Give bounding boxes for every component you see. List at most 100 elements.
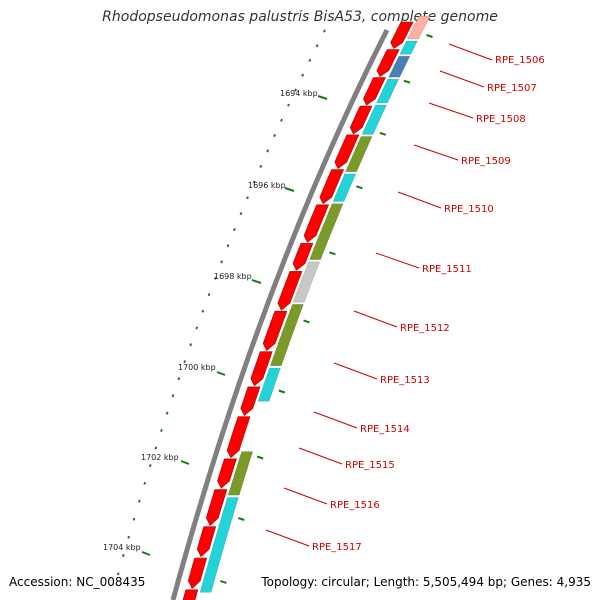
category-segment[interactable] [227, 451, 254, 496]
gene-label-rpe-1517[interactable]: RPE_1517 [265, 529, 362, 553]
gene-label-rpe-1508[interactable]: RPE_1508 [428, 102, 526, 125]
forward-gene[interactable] [262, 310, 288, 351]
gene-label-rpe-1514[interactable]: RPE_1514 [313, 411, 410, 435]
scale-dot [138, 499, 141, 503]
gene-label-rpe-1515[interactable]: RPE_1515 [298, 447, 395, 471]
category-segment[interactable] [406, 15, 431, 40]
gene-label-rpe-1507[interactable]: RPE_1507 [439, 70, 537, 94]
scale-tick-1694: 1694 kbp [280, 89, 328, 100]
scale-dot [252, 180, 256, 184]
scale-dot [301, 73, 305, 77]
gene-label-rpe-1511[interactable]: RPE_1511 [375, 252, 472, 275]
scale-dot [233, 228, 236, 232]
category-segment[interactable] [292, 261, 320, 303]
scale-tick-1704: 1704 kbp [103, 543, 151, 556]
gene-labels: RPE_1506 RPE_1507 RPE_1508 RPE_1509 RPE_… [265, 43, 545, 553]
gene-label-rpe-1510[interactable]: RPE_1510 [397, 191, 494, 215]
gene-label-rpe-1506[interactable]: RPE_1506 [448, 43, 545, 66]
gene-label-rpe-1513[interactable]: RPE_1513 [333, 362, 430, 386]
category-segment[interactable] [399, 40, 418, 55]
forward-gene[interactable] [196, 526, 217, 558]
forward-gene[interactable] [390, 21, 414, 50]
gene-label-text: RPE_1506 [495, 55, 545, 66]
scale-dot [177, 377, 181, 381]
category-segment[interactable] [376, 78, 400, 104]
gene-label-text: RPE_1509 [461, 156, 511, 167]
scale-tick-1702: 1702 kbp [141, 453, 190, 465]
scale-dot [171, 394, 175, 398]
forward-gene[interactable] [292, 243, 314, 271]
forward-gene[interactable] [376, 49, 400, 78]
scale-dot [127, 535, 130, 539]
inner-tick [403, 79, 411, 84]
inner-tick [237, 517, 245, 521]
scale-tick-label: 1704 kbp [103, 543, 141, 552]
scale-dot [280, 118, 283, 122]
scale-tick-1700: 1700 kbp [178, 363, 226, 376]
category-segment[interactable] [309, 203, 344, 260]
forward-gene[interactable] [226, 416, 251, 459]
scale-dot [165, 411, 169, 415]
gene-label-rpe-1509[interactable]: RPE_1509 [413, 144, 511, 167]
inner-ticks [219, 34, 433, 584]
forward-gene[interactable] [205, 489, 228, 526]
gene-label-text: RPE_1510 [444, 204, 494, 215]
scale-dot [195, 326, 199, 330]
forward-gene[interactable] [349, 105, 373, 135]
forward-gene[interactable] [217, 458, 237, 489]
category-segment[interactable] [199, 497, 239, 593]
gene-label-rpe-1516[interactable]: RPE_1516 [283, 487, 380, 511]
forward-strand-genes [178, 21, 414, 600]
scale-dot [148, 464, 152, 468]
gene-label-text: RPE_1516 [330, 500, 380, 511]
scale-dot [189, 343, 193, 347]
forward-gene[interactable] [178, 589, 199, 600]
scale-dot [122, 554, 125, 557]
scale-dot [132, 517, 136, 521]
gene-label-text: RPE_1507 [487, 83, 537, 94]
scale-dot [308, 58, 312, 62]
scale-tick-1698: 1698 kbp [214, 272, 262, 284]
category-segment[interactable] [269, 304, 304, 366]
forward-gene[interactable] [187, 557, 208, 589]
scale-dots [116, 29, 326, 576]
forward-gene[interactable] [303, 204, 330, 243]
inner-tick [256, 455, 264, 460]
forward-gene[interactable] [334, 134, 360, 169]
gene-label-text: RPE_1511 [422, 264, 472, 275]
scale-dot [294, 88, 298, 92]
category-segment[interactable] [361, 104, 387, 135]
scale-dot [220, 260, 224, 264]
scale-ticks: 1694 kbp 1696 kbp 1698 kbp 1700 kbp 1702… [103, 89, 328, 556]
scale-dot [259, 164, 263, 168]
forward-gene[interactable] [240, 386, 261, 416]
scale-dot [246, 196, 249, 200]
forward-gene[interactable] [363, 77, 386, 106]
gene-label-rpe-1512[interactable]: RPE_1512 [353, 310, 450, 334]
scale-tick-label: 1698 kbp [214, 272, 252, 281]
gene-label-text: RPE_1513 [380, 375, 430, 386]
forward-gene[interactable] [250, 351, 273, 387]
category-segment[interactable] [388, 55, 411, 78]
forward-gene[interactable] [319, 169, 345, 205]
scale-dot [315, 44, 319, 48]
category-segment[interactable] [257, 367, 281, 402]
category-segment[interactable] [345, 136, 373, 172]
scale-dot [213, 276, 217, 280]
scale-dot [287, 103, 290, 107]
scale-dot [154, 446, 158, 450]
scale-dot [266, 149, 270, 153]
inner-tick [356, 185, 363, 190]
scale-dot [201, 309, 205, 313]
inner-tick [426, 34, 433, 38]
inner-tick [278, 389, 286, 394]
scale-dot [273, 134, 277, 138]
category-segment[interactable] [332, 173, 357, 202]
forward-gene[interactable] [277, 271, 303, 311]
scale-dot [207, 293, 211, 297]
inner-tick [219, 579, 227, 584]
topology-text: Topology: circular; Length: 5,505,494 bp… [261, 575, 591, 589]
scale-tick-label: 1702 kbp [141, 453, 179, 462]
